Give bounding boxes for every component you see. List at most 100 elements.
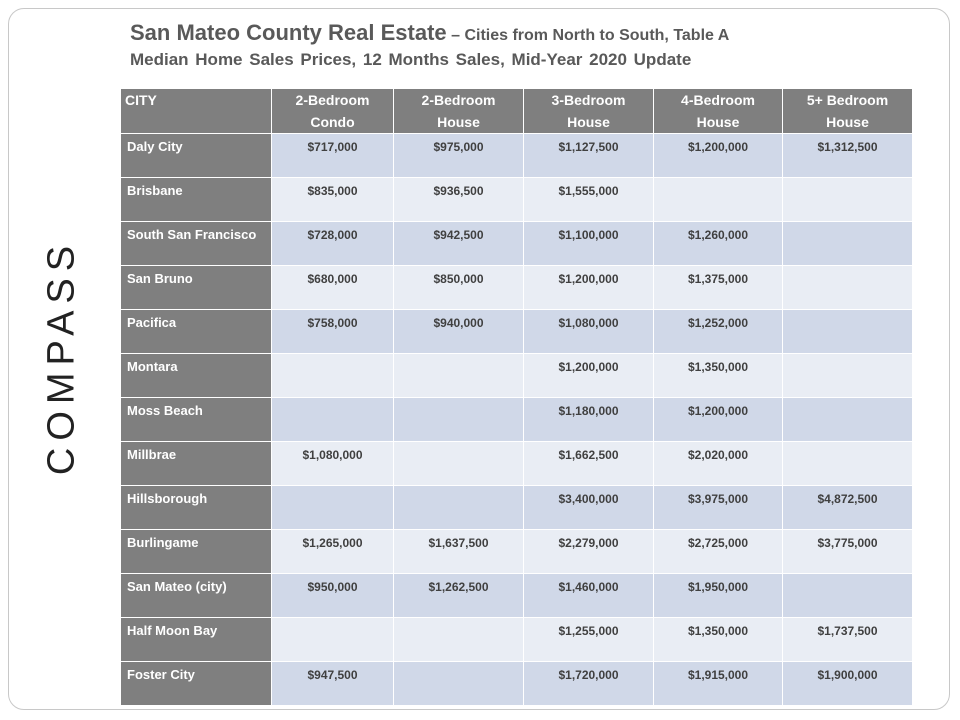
price-cell: $717,000 bbox=[271, 133, 394, 178]
header-line: CITY bbox=[125, 92, 157, 108]
price-table: CITY 2-Bedroom Condo 2-Bedroom House 3-Bedroo… bbox=[120, 88, 913, 706]
price-cell bbox=[271, 617, 394, 662]
price-cell: $2,020,000 bbox=[653, 441, 783, 486]
price-cell: $1,900,000 bbox=[782, 661, 913, 706]
price-cell: $3,775,000 bbox=[782, 529, 913, 574]
header-row: CITY 2-Bedroom Condo 2-Bedroom House 3-Bedroo… bbox=[120, 88, 913, 134]
table-row: Moss Beach $1,180,000 $1,200,000 bbox=[120, 397, 913, 442]
city-cell: Burlingame bbox=[120, 529, 272, 574]
header-line: House bbox=[826, 114, 869, 130]
header-line: 5+ Bedroom bbox=[806, 92, 889, 108]
city-cell: Foster City bbox=[120, 661, 272, 706]
table-row: Daly City $717,000 $975,000 $1,127,500 $1,20… bbox=[120, 133, 913, 178]
price-cell: $1,200,000 bbox=[523, 265, 654, 310]
price-cell bbox=[393, 441, 524, 486]
price-cell: $1,180,000 bbox=[523, 397, 654, 442]
price-cell bbox=[782, 309, 913, 354]
city-cell: Daly City bbox=[120, 133, 272, 178]
table-row: Millbrae $1,080,000 $1,662,500 $2,020,000 bbox=[120, 441, 913, 486]
column-header: 5+ Bedroom House bbox=[782, 88, 913, 134]
price-cell: $1,200,000 bbox=[523, 353, 654, 398]
price-cell: $728,000 bbox=[271, 221, 394, 266]
price-cell: $1,460,000 bbox=[523, 573, 654, 618]
table-row: South San Francisco $728,000 $942,500 $1,10… bbox=[120, 221, 913, 266]
price-cell bbox=[782, 221, 913, 266]
price-cell: $1,080,000 bbox=[271, 441, 394, 486]
header-line: House bbox=[437, 114, 480, 130]
title-main: San Mateo County Real Estate bbox=[130, 20, 447, 45]
column-header: 4-Bedroom House bbox=[653, 88, 783, 134]
price-cell: $1,200,000 bbox=[653, 133, 783, 178]
price-cell: $680,000 bbox=[271, 265, 394, 310]
price-cell: $1,375,000 bbox=[653, 265, 783, 310]
header-line: 2-Bedroom bbox=[421, 92, 496, 108]
price-cell: $1,200,000 bbox=[653, 397, 783, 442]
price-cell: $1,260,000 bbox=[653, 221, 783, 266]
price-cell: $1,720,000 bbox=[523, 661, 654, 706]
price-cell bbox=[782, 397, 913, 442]
header-line: 2-Bedroom bbox=[295, 92, 370, 108]
price-cell: $1,312,500 bbox=[782, 133, 913, 178]
price-cell bbox=[393, 397, 524, 442]
price-cell: $940,000 bbox=[393, 309, 524, 354]
city-cell: Millbrae bbox=[120, 441, 272, 486]
price-cell bbox=[393, 353, 524, 398]
price-cell bbox=[782, 353, 913, 398]
price-cell: $2,279,000 bbox=[523, 529, 654, 574]
price-cell: $1,950,000 bbox=[653, 573, 783, 618]
price-cell: $936,500 bbox=[393, 177, 524, 222]
brand-logo: COMPASS bbox=[40, 238, 83, 476]
price-cell bbox=[782, 573, 913, 618]
table-row: Brisbane $835,000 $936,500 $1,555,000 bbox=[120, 177, 913, 222]
table-row: San Mateo (city) $950,000 $1,262,500 $1,460… bbox=[120, 573, 913, 618]
price-cell: $1,637,500 bbox=[393, 529, 524, 574]
price-cell bbox=[393, 485, 524, 530]
price-cell: $1,262,500 bbox=[393, 573, 524, 618]
price-cell bbox=[393, 617, 524, 662]
price-cell bbox=[271, 397, 394, 442]
header-line: 3-Bedroom bbox=[551, 92, 626, 108]
price-cell: $950,000 bbox=[271, 573, 394, 618]
column-header: 2-Bedroom House bbox=[393, 88, 524, 134]
table-row: Half Moon Bay $1,255,000 $1,350,000 $1,737,… bbox=[120, 617, 913, 662]
city-cell: Hillsborough bbox=[120, 485, 272, 530]
price-cell: $1,737,500 bbox=[782, 617, 913, 662]
price-cell: $3,400,000 bbox=[523, 485, 654, 530]
city-cell: Half Moon Bay bbox=[120, 617, 272, 662]
city-cell: Brisbane bbox=[120, 177, 272, 222]
column-header: 2-Bedroom Condo bbox=[271, 88, 394, 134]
column-header: CITY bbox=[120, 88, 272, 134]
price-cell: $1,127,500 bbox=[523, 133, 654, 178]
table-row: Pacifica $758,000 $940,000 $1,080,000 $1,252… bbox=[120, 309, 913, 354]
price-cell: $1,350,000 bbox=[653, 617, 783, 662]
table-row: Montara $1,200,000 $1,350,000 bbox=[120, 353, 913, 398]
slide-frame bbox=[8, 8, 950, 710]
price-cell: $758,000 bbox=[271, 309, 394, 354]
subtitle: Median Home Sales Prices, 12 Months Sale… bbox=[130, 50, 692, 69]
price-cell: $1,662,500 bbox=[523, 441, 654, 486]
city-cell: South San Francisco bbox=[120, 221, 272, 266]
table-row: Hillsborough $3,400,000 $3,975,000 $4,872,5… bbox=[120, 485, 913, 530]
price-cell: $1,255,000 bbox=[523, 617, 654, 662]
header-line: House bbox=[696, 114, 740, 130]
header-line: House bbox=[567, 114, 610, 130]
price-cell: $1,265,000 bbox=[271, 529, 394, 574]
table-body: Daly City $717,000 $975,000 $1,127,500 $1,20… bbox=[120, 133, 913, 706]
price-cell: $2,725,000 bbox=[653, 529, 783, 574]
city-cell: Montara bbox=[120, 353, 272, 398]
price-cell bbox=[782, 177, 913, 222]
table-row: San Bruno $680,000 $850,000 $1,200,000 $1,37… bbox=[120, 265, 913, 310]
header-line: Condo bbox=[310, 114, 355, 130]
city-cell: Pacifica bbox=[120, 309, 272, 354]
header-line: 4-Bedroom bbox=[681, 92, 755, 108]
city-cell: San Mateo (city) bbox=[120, 573, 272, 618]
price-cell: $1,080,000 bbox=[523, 309, 654, 354]
table-row: Foster City $947,500 $1,720,000 $1,915,000 $… bbox=[120, 661, 913, 706]
price-cell: $850,000 bbox=[393, 265, 524, 310]
city-cell: San Bruno bbox=[120, 265, 272, 310]
title: San Mateo County Real Estate – Cities fr… bbox=[130, 20, 729, 46]
price-cell: $942,500 bbox=[393, 221, 524, 266]
price-cell: $947,500 bbox=[271, 661, 394, 706]
price-cell bbox=[653, 177, 783, 222]
